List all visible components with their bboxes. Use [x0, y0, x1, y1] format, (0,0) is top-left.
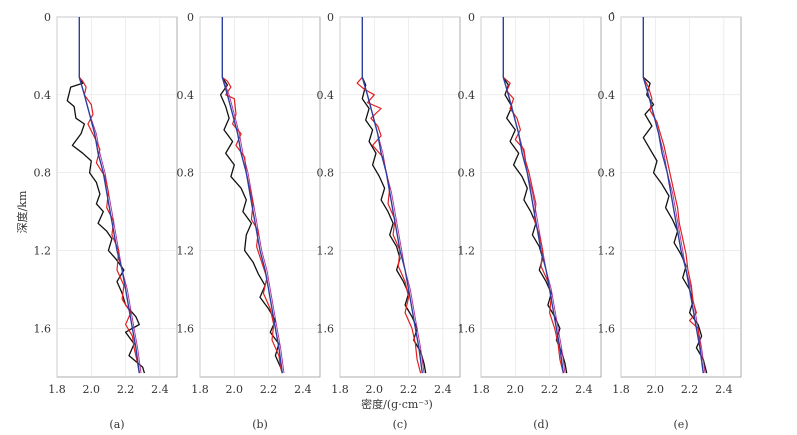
- panels-group: 1.8 2.0 2.2 2.4 0 0.4 0.8 1.2 1.6 (a) 1.8 2.0 2.2 2.4…: [34, 11, 742, 431]
- y-tick-label: 0.8: [177, 167, 195, 180]
- y-tick-label: 0: [44, 11, 51, 24]
- y-tick-label: 0.4: [317, 89, 335, 102]
- x-tick-label: 1.8: [612, 383, 630, 396]
- y-tick-label: 0.4: [598, 89, 616, 102]
- x-tick-label: 1.8: [191, 383, 209, 396]
- x-tick-label: 2.0: [366, 383, 384, 396]
- y-axis-title: 深度/km: [15, 190, 29, 233]
- panel-label: (b): [252, 418, 268, 431]
- panel-e: 1.8 2.0 2.2 2.4 0̂ 0.4 0.8 1.2 1.6 (e): [598, 11, 742, 431]
- x-tick-label: 1.8: [472, 383, 490, 396]
- plot-frame: [56, 16, 178, 378]
- black-curve: [66, 76, 146, 374]
- y-tick-label: 0̂: [608, 11, 615, 24]
- panel-d: 1.8 2.0 2.2 2.4 0 0.4 0.8 1.2 1.6 (d): [458, 11, 602, 431]
- plot-frame: [480, 16, 602, 378]
- x-tick-label: 2.2: [117, 383, 135, 396]
- x-tick-label: 2.2: [260, 383, 278, 396]
- y-tick-label: 0.8: [598, 167, 616, 180]
- blue-curve: [361, 17, 423, 374]
- panel-label: (a): [109, 418, 124, 431]
- plot-frame: [620, 16, 742, 378]
- x-tick-label: 1.8: [331, 383, 349, 396]
- plot-frame: [339, 16, 461, 378]
- magenta-curve: [221, 77, 285, 374]
- blue-curve: [502, 17, 564, 374]
- x-axis-title: 密度/(g·cm⁻³): [361, 397, 433, 411]
- blue-curve: [221, 17, 283, 374]
- y-tick-label: 1.6: [34, 322, 52, 335]
- x-tick-label: 2.4: [294, 383, 312, 396]
- panel-a: 1.8 2.0 2.2 2.4 0 0.4 0.8 1.2 1.6 (a): [34, 11, 178, 431]
- x-tick-label: 2.2: [541, 383, 559, 396]
- panel-b: 1.8 2.0 2.2 2.4 0 0.4 0.8 1.2 1.6 (b): [177, 11, 321, 431]
- x-tick-label: 2.4: [434, 383, 452, 396]
- y-tick-label: 1.2: [598, 245, 616, 258]
- y-tick-label: 0: [468, 11, 475, 24]
- y-tick-label: 1.6: [458, 322, 476, 335]
- y-tick-label: 1.2: [317, 245, 335, 258]
- panel-c: 1.8 2.0 2.2 2.4 0 0.4 0.8 1.2 1.6 (c): [317, 11, 461, 431]
- blue-curve: [642, 17, 704, 374]
- x-tick-label: 2.0: [226, 383, 244, 396]
- x-tick-label: 2.2: [400, 383, 418, 396]
- plot-frame: [199, 16, 321, 378]
- x-tick-label: 2.4: [715, 383, 733, 396]
- panel-label: (e): [673, 418, 688, 431]
- y-tick-label: 0.8: [458, 167, 476, 180]
- panel-label: (d): [533, 418, 549, 431]
- x-tick-label: 2.4: [151, 383, 169, 396]
- red-curve: [78, 76, 140, 374]
- panel-label: (c): [393, 418, 408, 431]
- x-tick-label: 2.4: [575, 383, 593, 396]
- x-tick-label: 2.0: [647, 383, 665, 396]
- x-tick-label: 2.0: [507, 383, 525, 396]
- y-tick-label: 0.8: [317, 167, 335, 180]
- red-curve: [502, 76, 564, 374]
- y-tick-label: 0.4: [177, 89, 195, 102]
- y-tick-label: 1.6: [317, 322, 335, 335]
- blue-curve: [78, 17, 140, 374]
- x-tick-label: 2.2: [681, 383, 699, 396]
- x-tick-label: 2.0: [83, 383, 101, 396]
- y-tick-label: 1.2: [34, 245, 52, 258]
- y-tick-label: 0: [187, 11, 194, 24]
- black-curve: [219, 76, 283, 374]
- y-tick-label: 0: [327, 11, 334, 24]
- red-curve: [221, 76, 283, 374]
- y-tick-label: 0.8: [34, 167, 52, 180]
- y-tick-label: 1.6: [598, 322, 616, 335]
- y-tick-label: 0.4: [34, 89, 52, 102]
- x-tick-label: 1.8: [48, 383, 66, 396]
- y-tick-label: 1.2: [177, 245, 195, 258]
- y-tick-label: 0.4: [458, 89, 476, 102]
- y-tick-label: 1.6: [177, 322, 195, 335]
- y-tick-label: 1.2: [458, 245, 476, 258]
